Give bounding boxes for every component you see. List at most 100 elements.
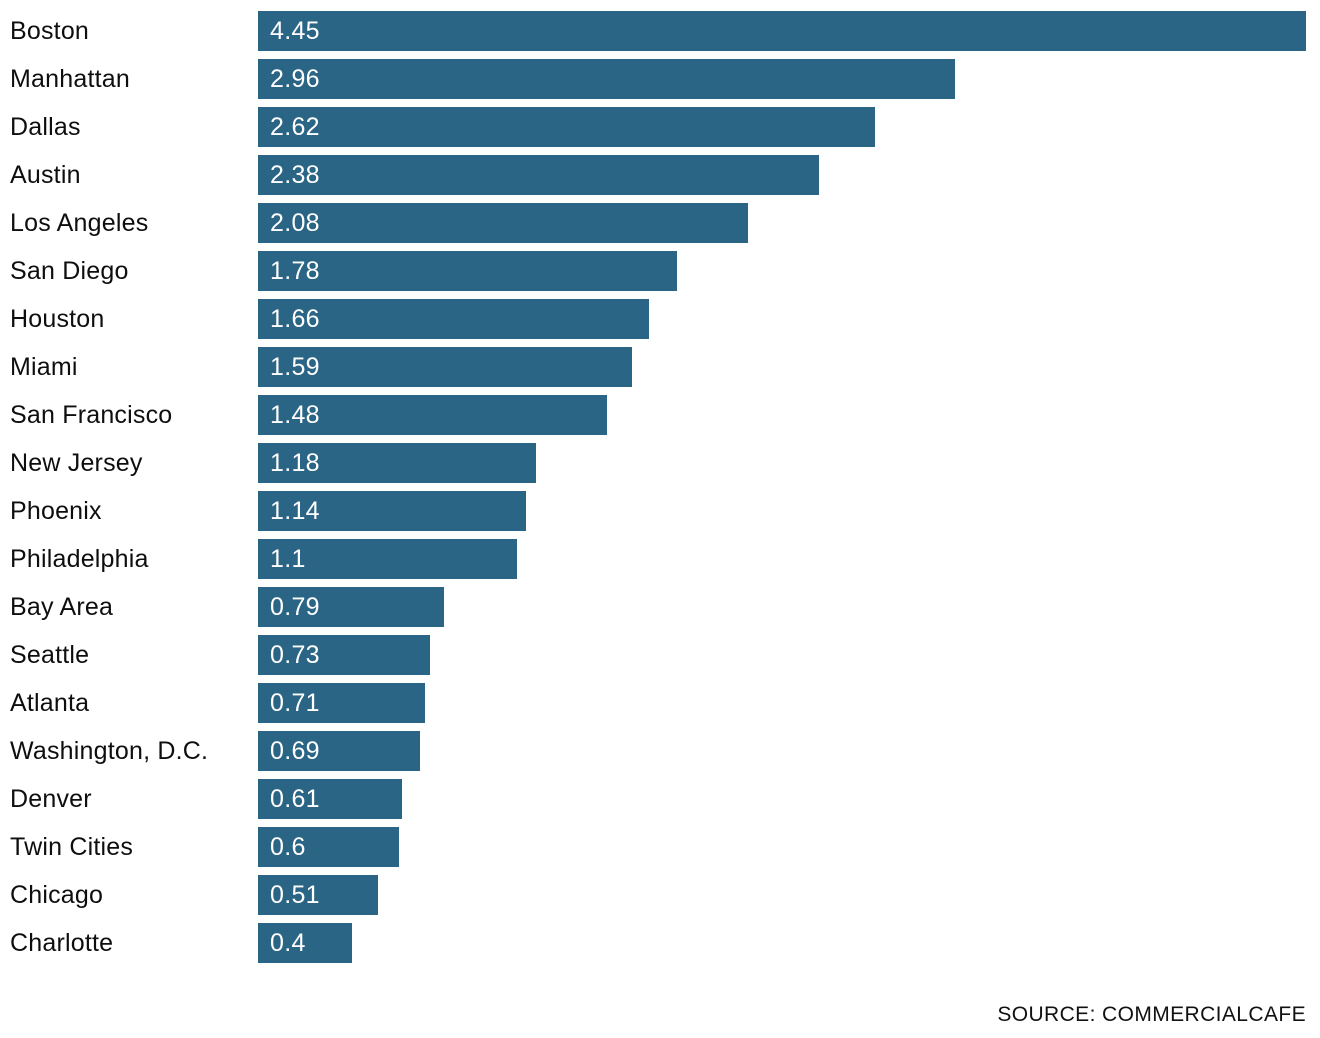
bar: 0.71 [258,683,426,723]
bar: 1.14 [258,491,527,531]
bar-track: 0.73 [258,635,1306,675]
bar-track: 0.79 [258,587,1306,627]
category-label: Washington, D.C. [10,736,209,765]
bar-track: 0.61 [258,779,1306,819]
bar-track: 2.62 [258,107,1306,147]
category-label: Miami [10,352,78,381]
category-label: Boston [10,16,90,45]
value-label: 0.4 [270,928,306,957]
value-label: 1.48 [270,400,320,429]
value-label: 0.79 [270,592,320,621]
category-label: Manhattan [10,64,130,93]
bar-track: 0.69 [258,731,1306,771]
value-label: 1.66 [270,304,320,333]
bar-row: Manhattan 2.96 [10,59,1306,99]
value-label: 0.6 [270,832,306,861]
bar: 0.6 [258,827,400,867]
bar: 4.45 [258,11,1306,51]
bar-row: Dallas 2.62 [10,107,1306,147]
value-label: 2.38 [270,160,320,189]
value-label: 1.18 [270,448,320,477]
bar-row: Atlanta 0.71 [10,683,1306,723]
bar-row: Chicago 0.51 [10,875,1306,915]
bar: 0.51 [258,875,379,915]
bar-row: Washington, D.C. 0.69 [10,731,1306,771]
bar: 0.79 [258,587,445,627]
bar: 1.1 [258,539,518,579]
bar-track: 4.45 [258,11,1306,51]
bar-row: San Francisco 1.48 [10,395,1306,435]
category-label: Denver [10,784,92,813]
category-label: Chicago [10,880,104,909]
category-label: New Jersey [10,448,143,477]
bar: 0.69 [258,731,421,771]
bar-row: San Diego 1.78 [10,251,1306,291]
bar: 1.66 [258,299,649,339]
bar: 2.96 [258,59,956,99]
bar: 1.59 [258,347,633,387]
category-label: Charlotte [10,928,114,957]
bar-track: 2.96 [258,59,1306,99]
bar-row: Austin 2.38 [10,155,1306,195]
category-label: Seattle [10,640,90,669]
bar-track: 1.14 [258,491,1306,531]
category-label: San Diego [10,256,129,285]
category-label: Dallas [10,112,81,141]
category-label: Phoenix [10,496,102,525]
bar: 0.61 [258,779,402,819]
bar: 1.78 [258,251,678,291]
bar: 2.08 [258,203,748,243]
bar-row: New Jersey 1.18 [10,443,1306,483]
bar-row: Los Angeles 2.08 [10,203,1306,243]
bar-track: 1.59 [258,347,1306,387]
category-label: Houston [10,304,105,333]
value-label: 0.73 [270,640,320,669]
bar-row: Seattle 0.73 [10,635,1306,675]
category-label: Los Angeles [10,208,149,237]
bar-row: Bay Area 0.79 [10,587,1306,627]
value-label: 1.78 [270,256,320,285]
value-label: 0.71 [270,688,320,717]
value-label: 0.69 [270,736,320,765]
bar-track: 2.08 [258,203,1306,243]
bar-track: 0.71 [258,683,1306,723]
bar: 1.48 [258,395,607,435]
value-label: 2.08 [270,208,320,237]
bar-row: Miami 1.59 [10,347,1306,387]
bar-track: 1.18 [258,443,1306,483]
value-label: 1.59 [270,352,320,381]
value-label: 0.51 [270,880,320,909]
bar: 2.62 [258,107,876,147]
bar-track: 1.48 [258,395,1306,435]
bar-track: 0.6 [258,827,1306,867]
value-label: 4.45 [270,16,320,45]
bar-track: 0.4 [258,923,1306,963]
bar-rows: Boston 4.45 Manhattan 2.96 Dallas 2.62 A… [10,11,1306,963]
category-label: Philadelphia [10,544,149,573]
bar-row: Denver 0.61 [10,779,1306,819]
bar-track: 1.66 [258,299,1306,339]
bar: 2.38 [258,155,819,195]
category-label: Twin Cities [10,832,134,861]
bar-track: 2.38 [258,155,1306,195]
bar-track: 0.51 [258,875,1306,915]
value-label: 1.14 [270,496,320,525]
bar-row: Boston 4.45 [10,11,1306,51]
bar-row: Philadelphia 1.1 [10,539,1306,579]
bar-row: Charlotte 0.4 [10,923,1306,963]
category-label: Atlanta [10,688,90,717]
category-label: Austin [10,160,81,189]
bar: 0.4 [258,923,353,963]
bar: 1.18 [258,443,536,483]
bar-row: Phoenix 1.14 [10,491,1306,531]
value-label: 0.61 [270,784,320,813]
bar-row: Houston 1.66 [10,299,1306,339]
bar-track: 1.1 [258,539,1306,579]
bar-row: Twin Cities 0.6 [10,827,1306,867]
bar-track: 1.78 [258,251,1306,291]
category-label: San Francisco [10,400,173,429]
category-label: Bay Area [10,592,114,621]
bar: 0.73 [258,635,430,675]
value-label: 1.1 [270,544,306,573]
